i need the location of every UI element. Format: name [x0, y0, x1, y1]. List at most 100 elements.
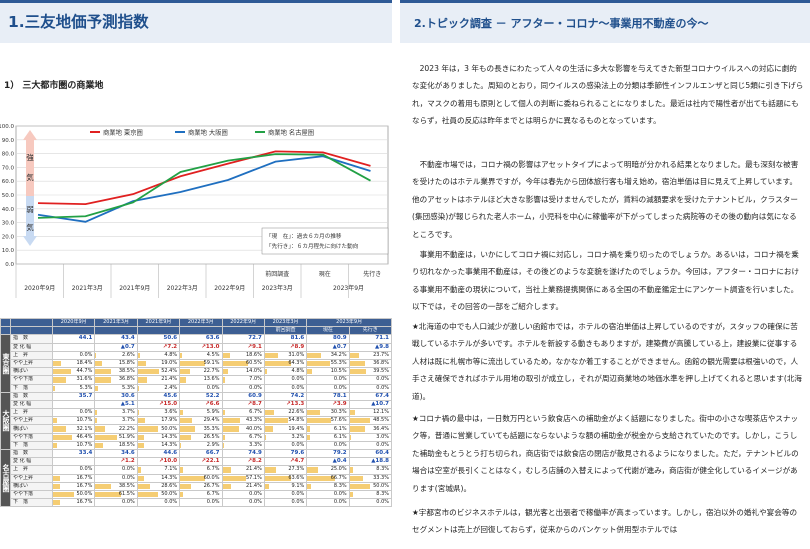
percent-value: 61.5%	[118, 491, 135, 498]
table-head-cell: 前回調査	[263, 326, 308, 336]
percent-bar	[180, 426, 195, 432]
table-head-cell: 2023年3月	[263, 317, 308, 328]
percent-cell: 0.0%	[221, 498, 265, 508]
change-value: ↗4.7	[263, 457, 308, 467]
row-label: 変 化 幅	[10, 342, 53, 352]
percent-value: 44.7%	[76, 368, 93, 375]
table-head-cell: 2021年3月	[94, 317, 138, 328]
percent-cell: 36.8%	[94, 375, 138, 385]
percent-cell: 27.3%	[263, 465, 308, 475]
percent-value: 0.0%	[333, 499, 347, 506]
percent-bar	[95, 360, 102, 367]
percent-value: 22.7%	[203, 368, 220, 375]
percent-bar	[223, 426, 240, 432]
percent-bar	[95, 377, 111, 383]
percent-value: 0.0%	[333, 384, 347, 391]
percent-bar	[350, 369, 366, 375]
table-row: 名古屋圏指 数 33.4 34.6 44.6 66.7 74.9 79.6 79.2 60.4	[0, 448, 393, 508]
index-value: 43.4	[94, 334, 138, 344]
percent-cell: 19.0%	[136, 358, 181, 369]
row-label: やや下落	[10, 432, 53, 442]
percent-cell: 0.0%	[306, 383, 350, 393]
percent-cell: 16.7%	[51, 473, 96, 483]
x-lower-label: 2022年9月	[214, 284, 245, 292]
percent-value: 0.0%	[249, 499, 262, 506]
percent-bar	[350, 483, 371, 489]
percent-cell: 0.0%	[306, 489, 350, 500]
percent-cell: 8.3%	[306, 481, 350, 491]
x-lower-label: 2023年9月	[333, 284, 364, 292]
percent-cell: 0.0%	[306, 498, 350, 508]
row-label: やや下落	[10, 489, 53, 500]
percent-bar	[138, 385, 139, 391]
percent-bar	[53, 426, 67, 432]
table-row: 上 昇 0.0% 2.6% 4.8% 4.5% 18.6% 31.0% 34.2% 23.7%	[1, 350, 393, 360]
data-table: 2020年9月 2021年3月 2021年9月 2022年3月 2022年9月 2023年…	[0, 317, 393, 508]
arrow-label: 強	[26, 152, 34, 162]
percent-value: 18.6%	[245, 351, 262, 358]
percent-cell: 38.5%	[94, 367, 138, 377]
percent-cell: 26.7%	[179, 481, 223, 491]
percent-value: 32.1%	[76, 425, 93, 432]
percent-value: 50.0%	[161, 491, 178, 498]
percent-value: 6.7%	[249, 433, 262, 440]
percent-cell: 54.8%	[263, 416, 308, 426]
percent-cell: 0.0%	[348, 383, 393, 393]
percent-cell: 33.3%	[348, 473, 393, 483]
x-lower-label: 2022年3月	[167, 284, 198, 292]
percent-bar	[180, 360, 205, 367]
change-value: ↗9.1	[221, 342, 265, 352]
percent-cell: 0.0%	[179, 498, 223, 508]
table-head-cell: 2022年9月	[221, 317, 265, 328]
percent-value: 0.0%	[333, 376, 347, 383]
index-value: 67.4	[348, 391, 393, 401]
percent-value: 0.0%	[291, 376, 305, 383]
legend-entry: 商業地 東京圏	[103, 128, 143, 137]
x-lower-label: 2021年9月	[119, 284, 150, 292]
percent-cell: 50.0%	[136, 489, 181, 500]
change-value: ▲0.7	[94, 342, 138, 352]
percent-value: 55.3%	[330, 360, 347, 367]
chart-gridlines	[15, 125, 388, 298]
percent-value: 46.4%	[76, 433, 93, 440]
y-tick-label: 60.0	[2, 179, 15, 185]
table-head-row: 2020年9月 2021年3月 2021年9月 2022年3月 2022年9月 2023年…	[0, 317, 392, 328]
percent-cell: 0.0%	[306, 440, 350, 451]
percent-bar	[53, 475, 60, 481]
percent-cell: 0.0%	[348, 498, 393, 508]
percent-cell: 10.7%	[51, 416, 96, 426]
y-tick-label: 100.0	[0, 124, 14, 130]
percent-bar	[350, 418, 370, 424]
percent-cell: 51.9%	[94, 432, 138, 442]
percent-cell: 52.4%	[136, 367, 181, 377]
percent-cell: 32.1%	[51, 424, 96, 434]
percent-cell: 6.7%	[179, 465, 223, 475]
percent-value: 14.3%	[161, 474, 178, 481]
percent-bar	[307, 352, 322, 358]
row-label: やや下落	[10, 375, 53, 385]
percent-cell: 3.6%	[136, 408, 181, 418]
y-tick-label: 30.0	[2, 221, 15, 227]
table-cell	[51, 342, 96, 352]
percent-value: 4.8%	[291, 368, 305, 375]
percent-value: 16.7%	[76, 474, 93, 481]
percent-bar	[180, 483, 192, 489]
percent-cell: 30.3%	[306, 408, 350, 418]
index-value: 60.9	[221, 391, 265, 401]
change-value: ▲18.8	[348, 457, 393, 467]
percent-value: 7.1%	[164, 466, 178, 473]
percent-value: 4.5%	[206, 351, 220, 358]
group-label: 東京圏	[0, 334, 11, 393]
percent-cell: 34.2%	[306, 350, 350, 360]
percent-value: 21.4%	[161, 376, 178, 383]
percent-value: 27.3%	[288, 466, 305, 473]
percent-bar	[265, 467, 277, 473]
percent-value: 3.7%	[122, 409, 135, 416]
percent-value: 6.1%	[333, 425, 347, 432]
percent-value: 0.0%	[291, 499, 305, 506]
index-value: 34.6	[94, 448, 138, 459]
percent-bar	[223, 352, 231, 358]
change-value: ▲0.4	[306, 457, 350, 467]
arrow-label: 気	[26, 172, 34, 182]
